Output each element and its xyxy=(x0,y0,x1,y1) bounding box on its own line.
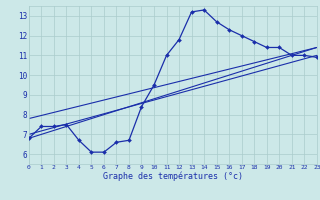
X-axis label: Graphe des températures (°c): Graphe des températures (°c) xyxy=(103,172,243,181)
